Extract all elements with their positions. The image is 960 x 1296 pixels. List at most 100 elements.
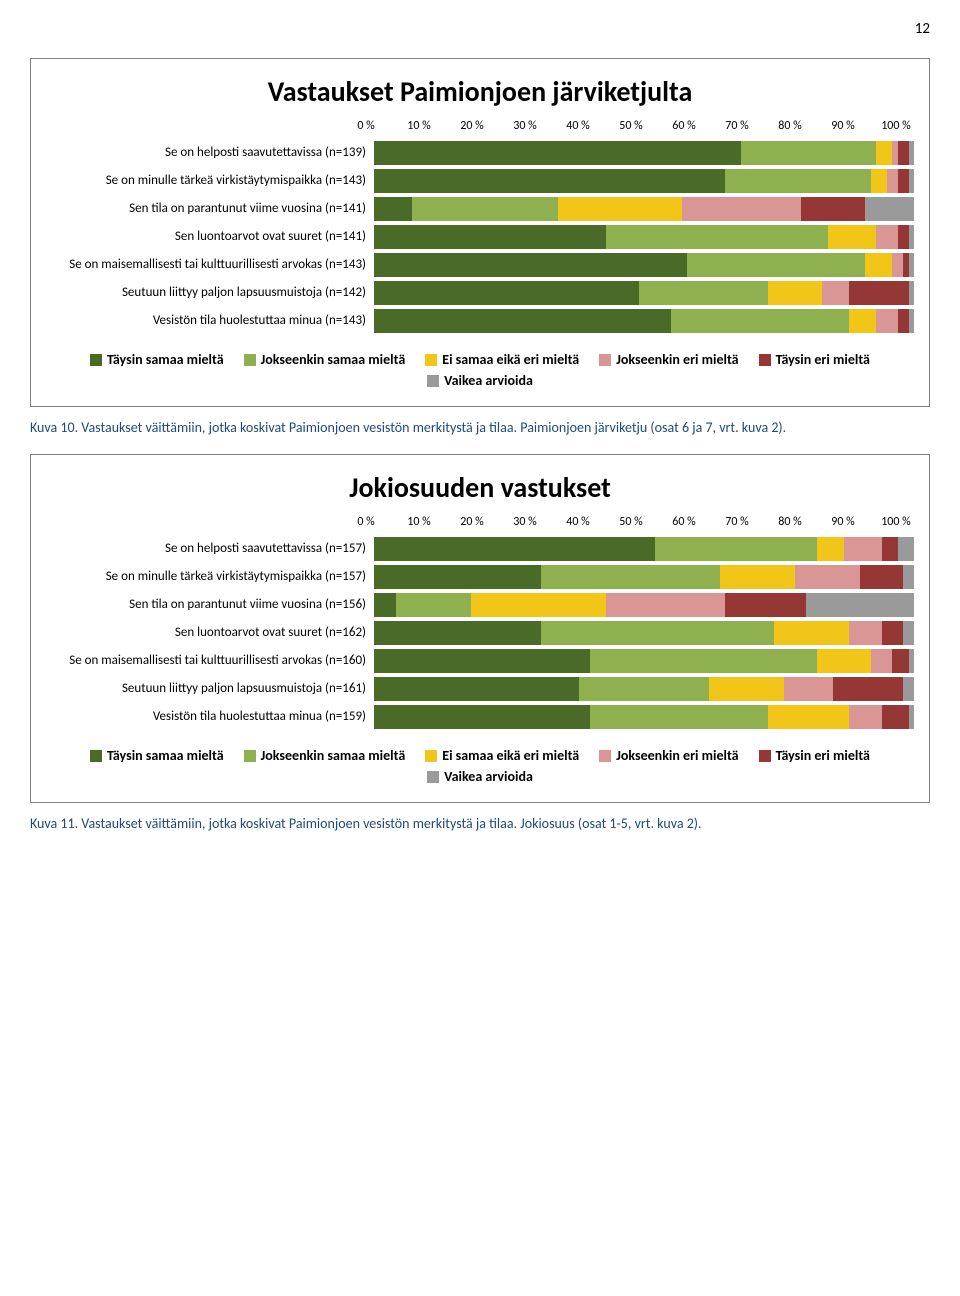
axis-ticks: 0 %10 %20 %30 %40 %50 %60 %70 %80 %90 %1…: [366, 119, 914, 133]
bar-label: Se on minulle tärkeä virkistäytymispaikk…: [46, 570, 374, 584]
bar-segment: [590, 705, 768, 729]
legend-label: Ei samaa eikä eri mieltä: [442, 351, 579, 368]
legend-swatch: [425, 354, 437, 366]
bar-segment: [606, 225, 827, 249]
legend-label: Jokseenkin eri mieltä: [616, 351, 738, 368]
bar-label: Sen tila on parantunut viime vuosina (n=…: [46, 202, 374, 216]
bar-segment: [687, 253, 865, 277]
bar-row: Sen luontoarvot ovat suuret (n=141): [46, 225, 914, 249]
chart-1-axis: 0 %10 %20 %30 %40 %50 %60 %70 %80 %90 %1…: [46, 119, 914, 133]
axis-tick: 0 %: [348, 119, 384, 133]
bar-segment: [374, 649, 590, 673]
bar-track: [374, 225, 914, 249]
bar-row: Se on maisemallisesti tai kulttuurillise…: [46, 649, 914, 673]
bar-segment: [849, 621, 881, 645]
bar-track: [374, 281, 914, 305]
bar-segment: [898, 309, 909, 333]
axis-tick: 80 %: [772, 119, 808, 133]
bar-row: Sen tila on parantunut viime vuosina (n=…: [46, 197, 914, 221]
bar-segment: [725, 593, 806, 617]
bar-label: Sen luontoarvot ovat suuret (n=141): [46, 230, 374, 244]
bar-segment: [396, 593, 472, 617]
axis-tick: 90 %: [825, 515, 861, 529]
bar-segment: [849, 281, 908, 305]
bar-label: Se on minulle tärkeä virkistäytymispaikk…: [46, 174, 374, 188]
bar-segment: [374, 169, 725, 193]
legend-item: Täysin eri mieltä: [759, 747, 870, 764]
bar-segment: [671, 309, 849, 333]
axis-tick: 40 %: [560, 515, 596, 529]
bar-segment: [374, 197, 412, 221]
bar-segment: [849, 705, 881, 729]
bar-label: Se on helposti saavutettavissa (n=157): [46, 542, 374, 556]
bar-row: Seutuun liittyy paljon lapsuusmuistoja (…: [46, 281, 914, 305]
legend-swatch: [427, 771, 439, 783]
bar-segment: [882, 537, 898, 561]
bar-track: [374, 649, 914, 673]
legend-label: Ei samaa eikä eri mieltä: [442, 747, 579, 764]
axis-tick: 30 %: [507, 515, 543, 529]
bar-segment: [768, 705, 849, 729]
legend-swatch: [425, 750, 437, 762]
axis-tick: 10 %: [401, 119, 437, 133]
bar-segment: [374, 677, 579, 701]
bar-track: [374, 593, 914, 617]
bar-segment: [806, 593, 914, 617]
legend-swatch: [244, 354, 256, 366]
bar-segment: [795, 565, 860, 589]
legend-item: Vaikea arvioida: [427, 372, 533, 389]
bar-segment: [833, 677, 903, 701]
bar-segment: [882, 705, 909, 729]
bar-segment: [903, 621, 914, 645]
bar-segment: [725, 169, 871, 193]
chart-2: Jokiosuuden vastukset 0 %10 %20 %30 %40 …: [30, 454, 930, 803]
axis-tick: 80 %: [772, 515, 808, 529]
bar-track: [374, 565, 914, 589]
bar-segment: [865, 253, 892, 277]
legend-swatch: [759, 354, 771, 366]
axis-tick: 90 %: [825, 119, 861, 133]
axis-tick: 60 %: [666, 515, 702, 529]
legend-label: Vaikea arvioida: [444, 372, 533, 389]
bar-row: Vesistön tila huolestuttaa minua (n=159): [46, 705, 914, 729]
bar-row: Seutuun liittyy paljon lapsuusmuistoja (…: [46, 677, 914, 701]
bar-row: Se on minulle tärkeä virkistäytymispaikk…: [46, 565, 914, 589]
chart-1-bars: Se on helposti saavutettavissa (n=139)Se…: [46, 137, 914, 337]
legend-item: Ei samaa eikä eri mieltä: [425, 747, 579, 764]
bar-segment: [682, 197, 801, 221]
bar-segment: [541, 565, 719, 589]
bar-segment: [374, 281, 639, 305]
legend-swatch: [90, 354, 102, 366]
bar-segment: [882, 621, 904, 645]
chart-1: Vastaukset Paimionjoen järviketjulta 0 %…: [30, 58, 930, 407]
bar-segment: [909, 705, 914, 729]
legend-label: Täysin samaa mieltä: [107, 747, 224, 764]
legend-label: Jokseenkin eri mieltä: [616, 747, 738, 764]
bar-segment: [892, 253, 903, 277]
axis-tick: 50 %: [613, 515, 649, 529]
axis-ticks: 0 %10 %20 %30 %40 %50 %60 %70 %80 %90 %1…: [366, 515, 914, 529]
bar-segment: [579, 677, 709, 701]
bar-segment: [374, 593, 396, 617]
bar-segment: [822, 281, 849, 305]
bar-segment: [639, 281, 769, 305]
legend-label: Täysin eri mieltä: [776, 747, 870, 764]
bar-segment: [876, 309, 898, 333]
bar-segment: [374, 565, 541, 589]
legend-swatch: [427, 375, 439, 387]
bar-track: [374, 705, 914, 729]
bar-track: [374, 309, 914, 333]
bar-segment: [844, 537, 882, 561]
bar-segment: [558, 197, 682, 221]
bar-track: [374, 169, 914, 193]
bar-segment: [860, 565, 903, 589]
axis-tick: 20 %: [454, 515, 490, 529]
chart-1-title: Vastaukset Paimionjoen järviketjulta: [46, 74, 914, 109]
legend-item: Ei samaa eikä eri mieltä: [425, 351, 579, 368]
bar-segment: [871, 169, 887, 193]
axis-tick: 40 %: [560, 119, 596, 133]
axis-tick: 0 %: [348, 515, 384, 529]
bar-segment: [903, 677, 914, 701]
caption-1: Kuva 10. Vastaukset väittämiin, jotka ko…: [30, 419, 930, 436]
bar-row: Vesistön tila huolestuttaa minua (n=143): [46, 309, 914, 333]
